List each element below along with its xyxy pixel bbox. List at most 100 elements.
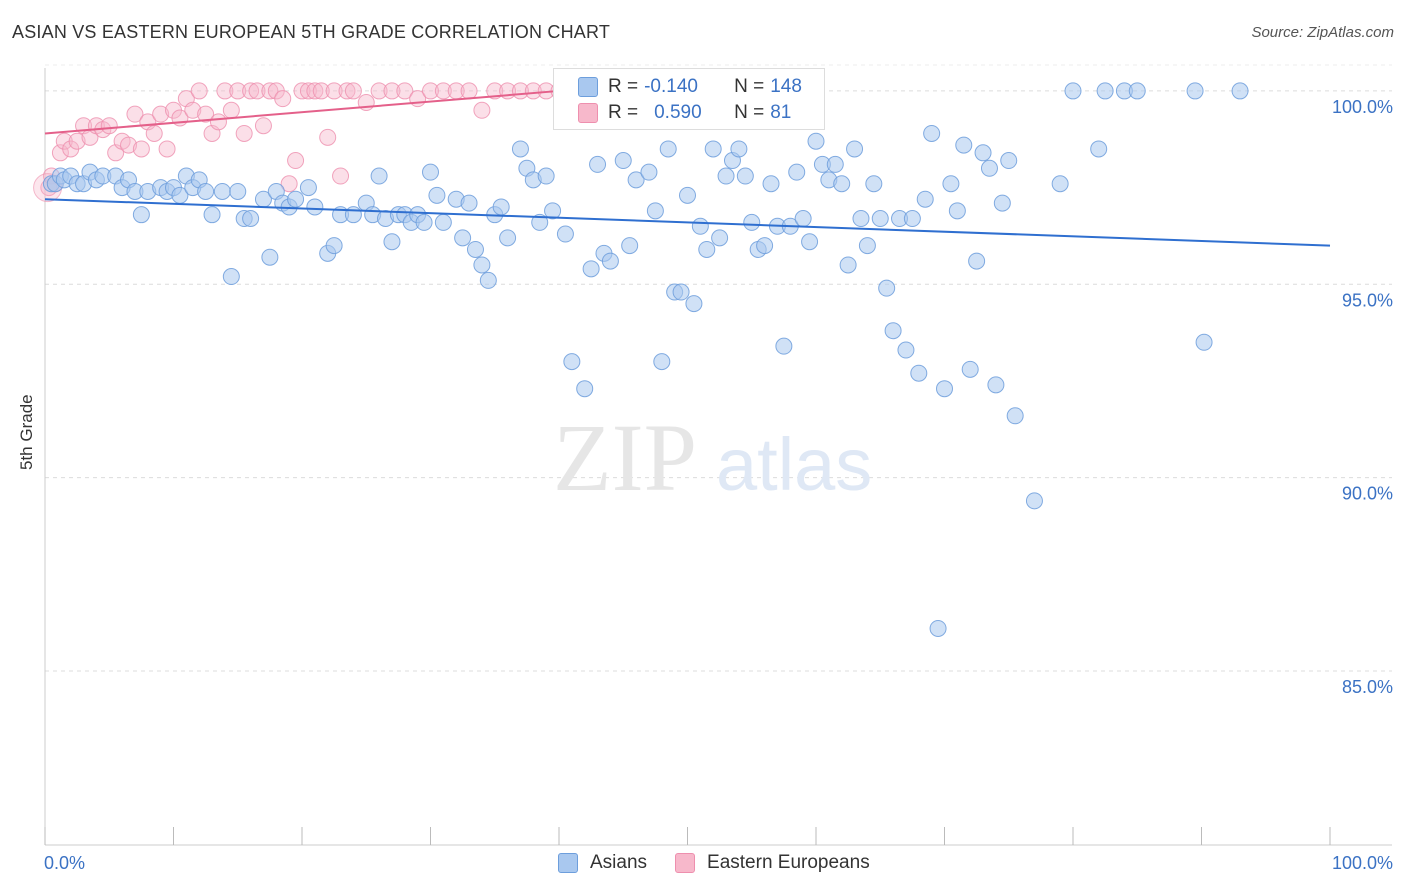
asian-point <box>672 283 690 301</box>
asian-point <box>601 252 619 270</box>
asian-swatch <box>578 77 598 97</box>
asian-point <box>993 194 1011 212</box>
eastern-r-value: 0.590 <box>654 102 702 123</box>
asian-point <box>589 155 607 173</box>
asian-point <box>473 256 491 274</box>
eastern-r-label: R = <box>608 102 639 123</box>
asian-point <box>698 240 716 258</box>
eastern-point <box>100 117 118 135</box>
asian-point <box>640 163 658 181</box>
asian-point <box>370 167 388 185</box>
asian-point <box>454 229 472 247</box>
eastern-n-label: N = <box>734 102 765 123</box>
asian-point <box>794 210 812 228</box>
eastern-point <box>306 82 324 100</box>
chart-title: ASIAN VS EASTERN EUROPEAN 5TH GRADE CORR… <box>12 22 611 42</box>
eastern-point <box>132 140 150 158</box>
eastern-point <box>222 101 240 119</box>
asian-point <box>1195 333 1213 351</box>
eastern-point <box>126 105 144 123</box>
asian-point <box>479 271 497 289</box>
x-tick-label-min: 0.0% <box>44 853 85 873</box>
asian-point <box>871 210 889 228</box>
asian-point <box>704 140 722 158</box>
asian-point <box>910 364 928 382</box>
asian-point <box>659 140 677 158</box>
eastern-point <box>524 82 542 100</box>
watermark-zip: ZIP <box>553 404 697 511</box>
gridlines <box>45 64 1392 672</box>
asian-r-value: -0.140 <box>644 76 698 97</box>
asian-point <box>987 376 1005 394</box>
asian-point <box>1090 140 1108 158</box>
asian-point <box>383 233 401 251</box>
eastern-point <box>235 124 253 142</box>
source-label: Source: ZipAtlas.com <box>1251 24 1394 41</box>
legend-item-asians[interactable]: Asians <box>558 852 647 874</box>
asian-point <box>878 279 896 297</box>
asian-point <box>466 240 484 258</box>
eastern-point <box>216 82 234 100</box>
asian-point <box>826 155 844 173</box>
asian-point <box>897 341 915 359</box>
asian-point <box>299 179 317 197</box>
asian-point <box>839 256 857 274</box>
asian-point <box>325 237 343 255</box>
asian-point <box>460 194 478 212</box>
asian-point <box>537 167 555 185</box>
asian-n-value: 148 <box>770 76 802 97</box>
eastern-point <box>68 132 86 150</box>
asian-point <box>961 360 979 378</box>
asian-point <box>229 182 247 200</box>
asian-point <box>203 206 221 224</box>
asian-point <box>730 140 748 158</box>
eastern-point <box>184 101 202 119</box>
asian-point <box>936 380 953 398</box>
asian-point <box>743 213 761 231</box>
stats-row-eastern: R = 0.590 N = 81 <box>578 100 791 126</box>
y-tick-label: 90.0% <box>1342 484 1393 504</box>
asian-point <box>1025 492 1043 510</box>
eastern-n-value: 81 <box>770 102 792 123</box>
y-tick-label: 85.0% <box>1342 677 1393 697</box>
asian-point <box>576 380 594 398</box>
watermark: ZIP atlas <box>553 404 872 511</box>
watermark-atlas: atlas <box>716 423 872 506</box>
stats-legend-box: R = -0.140 N = 148 R = 0.590 N = 81 <box>553 68 825 130</box>
asian-point <box>736 167 754 185</box>
asian-point <box>306 198 324 216</box>
eastern-point <box>299 82 317 100</box>
legend-label-eastern: Eastern Europeans <box>707 852 870 873</box>
asian-point <box>1231 82 1249 100</box>
asian-point <box>213 182 231 200</box>
asian-point <box>942 175 960 193</box>
asian-point <box>756 237 774 255</box>
asian-point <box>1186 82 1204 100</box>
asian-point <box>261 248 279 266</box>
legend-item-eastern[interactable]: Eastern Europeans <box>675 852 870 874</box>
asian-point <box>685 295 703 313</box>
asian-point <box>197 182 215 200</box>
asian-trend-line <box>44 198 1331 247</box>
asian-point <box>980 159 998 177</box>
asian-point <box>788 163 806 181</box>
eastern-point <box>287 152 305 170</box>
asian-point <box>222 268 240 286</box>
asian-point <box>865 175 883 193</box>
asian-point <box>1006 407 1024 425</box>
asian-point <box>762 175 780 193</box>
asian-point <box>679 186 696 204</box>
eastern-point <box>197 105 215 123</box>
eastern-trend-line <box>44 89 560 135</box>
asian-r-label: R = <box>608 76 639 97</box>
asian-point <box>1051 175 1069 193</box>
asian-point <box>531 213 549 231</box>
asian-point <box>556 225 574 243</box>
asian-point <box>653 353 671 371</box>
asian-point <box>801 233 819 251</box>
asian-point <box>1064 82 1082 100</box>
series-asians <box>42 82 1249 637</box>
asian-point <box>287 190 305 208</box>
eastern-point <box>460 82 478 100</box>
